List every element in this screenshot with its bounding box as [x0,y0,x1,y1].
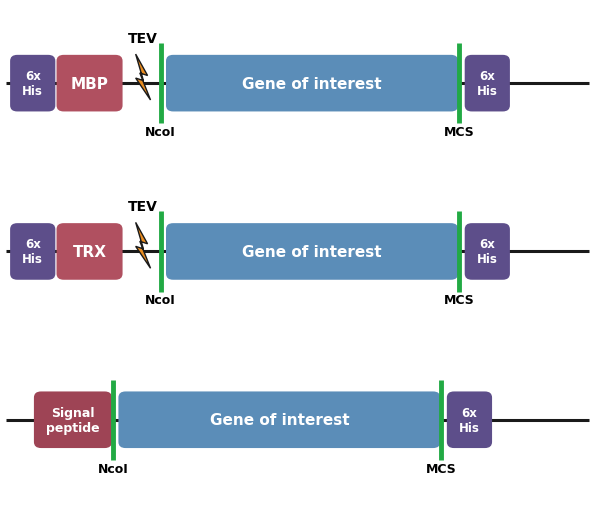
FancyBboxPatch shape [10,55,55,112]
Text: TEV: TEV [128,200,158,213]
Text: NcoI: NcoI [145,126,176,138]
FancyBboxPatch shape [465,55,510,112]
Text: 6x
His: 6x His [22,70,43,98]
Text: MCS: MCS [426,462,457,474]
Text: MCS: MCS [444,126,475,138]
FancyBboxPatch shape [57,224,123,280]
Text: TEV: TEV [128,32,158,45]
Text: Gene of interest: Gene of interest [209,412,349,428]
Polygon shape [136,223,151,269]
Text: MCS: MCS [444,294,475,306]
Text: 6x
His: 6x His [477,70,498,98]
Text: NcoI: NcoI [98,462,129,474]
FancyBboxPatch shape [118,392,440,448]
FancyBboxPatch shape [166,224,458,280]
Text: Gene of interest: Gene of interest [242,76,382,92]
Text: Gene of interest: Gene of interest [242,244,382,260]
Text: 6x
His: 6x His [477,238,498,266]
FancyBboxPatch shape [57,55,123,112]
FancyBboxPatch shape [447,392,492,448]
FancyBboxPatch shape [465,224,510,280]
Polygon shape [136,55,151,101]
Text: Signal
peptide: Signal peptide [46,406,100,434]
Text: 6x
His: 6x His [459,406,480,434]
Text: NcoI: NcoI [145,294,176,306]
Text: MBP: MBP [71,76,108,92]
FancyBboxPatch shape [34,392,112,448]
Text: 6x
His: 6x His [22,238,43,266]
FancyBboxPatch shape [10,224,55,280]
FancyBboxPatch shape [166,55,458,112]
Text: TRX: TRX [73,244,107,260]
